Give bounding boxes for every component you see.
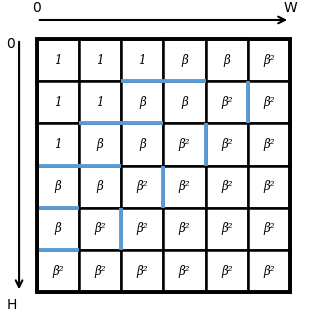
Text: β²: β² <box>263 180 275 193</box>
Bar <box>79 81 121 123</box>
Text: β²: β² <box>221 180 232 193</box>
Text: β²: β² <box>137 222 148 235</box>
Bar <box>37 250 79 292</box>
Text: 0: 0 <box>32 1 41 15</box>
Text: β: β <box>139 138 146 151</box>
Text: β²: β² <box>263 138 275 151</box>
Bar <box>248 208 290 250</box>
Bar <box>163 166 206 208</box>
Text: 1: 1 <box>54 138 62 151</box>
Bar <box>37 81 79 123</box>
Text: β: β <box>139 96 146 109</box>
Bar <box>121 39 163 81</box>
Bar <box>121 123 163 166</box>
Text: β: β <box>55 180 61 193</box>
Text: β: β <box>97 138 104 151</box>
Bar <box>163 39 206 81</box>
Bar <box>206 39 248 81</box>
Bar <box>163 208 206 250</box>
Text: β²: β² <box>94 264 106 277</box>
Text: β²: β² <box>179 222 190 235</box>
Text: β²: β² <box>179 264 190 277</box>
Bar <box>37 39 290 292</box>
Bar <box>79 208 121 250</box>
Text: β²: β² <box>263 96 275 109</box>
Text: β: β <box>181 54 188 67</box>
Text: 1: 1 <box>96 54 104 67</box>
Text: β²: β² <box>221 264 232 277</box>
Bar <box>79 166 121 208</box>
Bar <box>248 39 290 81</box>
Text: β²: β² <box>137 264 148 277</box>
Text: β: β <box>181 96 188 109</box>
Text: β: β <box>97 180 104 193</box>
Text: β²: β² <box>137 180 148 193</box>
Text: β²: β² <box>179 180 190 193</box>
Bar <box>79 39 121 81</box>
Bar <box>248 123 290 166</box>
Bar <box>248 250 290 292</box>
Text: β²: β² <box>179 138 190 151</box>
Text: H: H <box>7 299 17 310</box>
Bar <box>79 123 121 166</box>
Bar <box>248 81 290 123</box>
Text: β²: β² <box>94 222 106 235</box>
Text: β: β <box>55 222 61 235</box>
Text: W: W <box>283 1 297 15</box>
Bar <box>37 39 79 81</box>
Bar <box>206 81 248 123</box>
Text: β²: β² <box>221 96 232 109</box>
Text: β: β <box>223 54 230 67</box>
Bar <box>121 208 163 250</box>
Text: 1: 1 <box>54 96 62 109</box>
Bar <box>121 250 163 292</box>
Bar <box>206 123 248 166</box>
Text: β²: β² <box>221 138 232 151</box>
Text: 1: 1 <box>54 54 62 67</box>
Text: 1: 1 <box>96 96 104 109</box>
Text: β²: β² <box>263 264 275 277</box>
Bar <box>163 123 206 166</box>
Bar <box>37 166 79 208</box>
Text: β²: β² <box>263 54 275 67</box>
Bar <box>121 81 163 123</box>
Bar <box>37 208 79 250</box>
Bar <box>163 250 206 292</box>
Text: 1: 1 <box>139 54 146 67</box>
Bar <box>121 166 163 208</box>
Bar <box>163 81 206 123</box>
Bar <box>79 250 121 292</box>
Text: β²: β² <box>221 222 232 235</box>
Bar <box>206 250 248 292</box>
Bar <box>206 166 248 208</box>
Text: β²: β² <box>263 222 275 235</box>
Bar <box>248 166 290 208</box>
Bar <box>206 208 248 250</box>
Text: 0: 0 <box>6 37 15 51</box>
Bar <box>37 123 79 166</box>
Text: β²: β² <box>52 264 64 277</box>
